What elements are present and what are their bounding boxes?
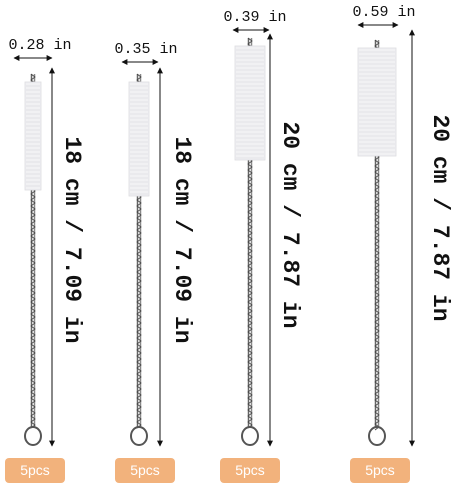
bristles <box>234 45 266 161</box>
quantity-badge <box>350 458 410 483</box>
handle-loop <box>130 426 148 446</box>
quantity-label: 5pcs <box>235 462 265 478</box>
length-label: 20 cm / 7.87 in <box>277 121 303 328</box>
quantity-label: 5pcs <box>130 462 160 478</box>
quantity-badge <box>115 458 175 483</box>
width-label: 0.35 in <box>114 41 177 58</box>
width-label: 0.59 in <box>352 4 415 21</box>
quantity-label: 5pcs <box>365 462 395 478</box>
handle-loop <box>24 426 42 446</box>
brush <box>24 73 42 446</box>
quantity-badge <box>5 458 65 483</box>
bristles <box>128 81 150 197</box>
handle-loop <box>241 426 259 446</box>
width-label: 0.28 in <box>8 37 71 54</box>
brush <box>234 37 266 446</box>
length-label: 18 cm / 7.09 in <box>59 136 85 343</box>
brush <box>357 39 397 446</box>
quantity-badge <box>220 458 280 483</box>
quantity-label: 5pcs <box>20 462 50 478</box>
length-label: 20 cm / 7.87 in <box>427 114 453 321</box>
brush <box>128 73 150 446</box>
handle-loop <box>368 426 386 446</box>
bristles <box>357 47 397 157</box>
length-label: 18 cm / 7.09 in <box>169 136 195 343</box>
width-label: 0.39 in <box>223 9 286 26</box>
bristles <box>24 81 42 191</box>
